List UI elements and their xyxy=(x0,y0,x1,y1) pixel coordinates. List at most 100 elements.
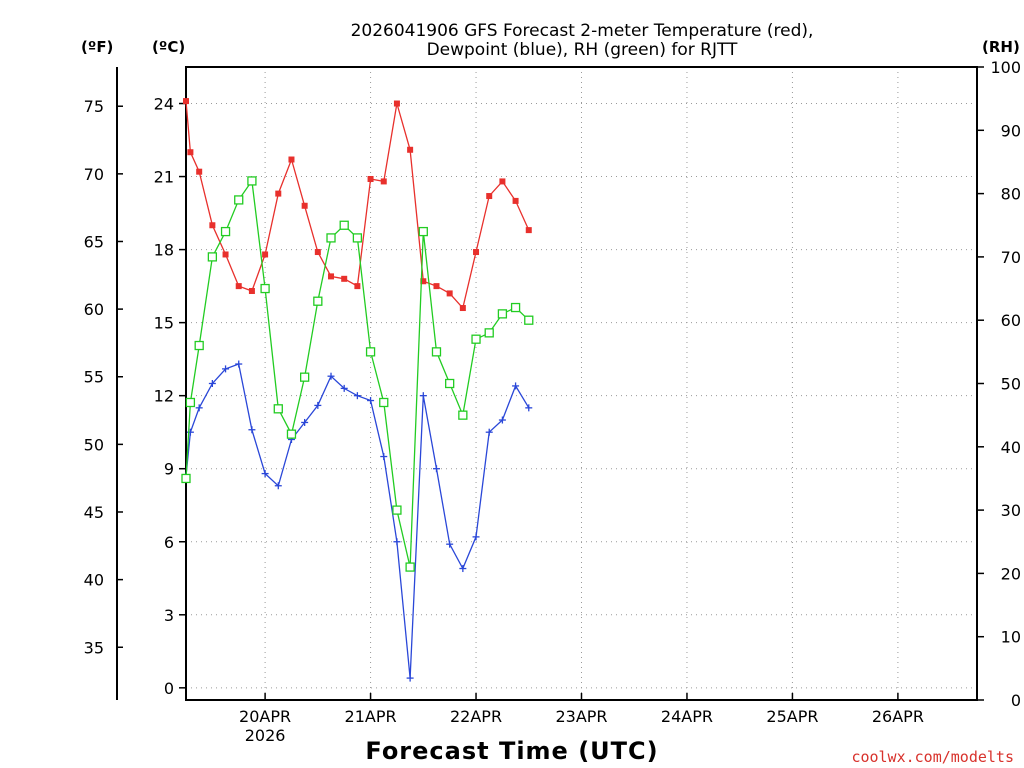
data-point xyxy=(446,290,453,297)
series-line xyxy=(185,363,530,679)
fahrenheit-tick-label: 35 xyxy=(84,638,104,657)
data-point xyxy=(339,220,349,230)
data-point xyxy=(365,347,376,357)
data-point xyxy=(524,315,534,325)
rh-tick-label: 20 xyxy=(1001,564,1021,583)
fahrenheit-tick-label: 60 xyxy=(84,300,104,319)
data-point xyxy=(485,428,493,436)
series-relative-humidity xyxy=(181,176,534,572)
data-point xyxy=(419,392,427,400)
plot-frame xyxy=(185,66,978,701)
data-point xyxy=(473,249,480,256)
data-point xyxy=(367,397,375,405)
celsius-tick-label: 12 xyxy=(154,387,174,406)
data-point xyxy=(367,175,374,182)
data-point xyxy=(185,397,196,408)
celsius-tick-label: 24 xyxy=(154,95,174,114)
chart-title-line-2: Dewpoint (blue), RH (green) for RJTT xyxy=(427,40,738,60)
source-credit: coolwx.com/modelts xyxy=(851,748,1014,766)
data-point xyxy=(181,473,191,484)
series-line xyxy=(185,101,530,310)
fahrenheit-tick-label: 70 xyxy=(84,165,104,184)
data-point xyxy=(379,397,389,408)
rh-tick-label: 70 xyxy=(1001,248,1021,267)
data-point xyxy=(275,190,282,197)
celsius-axis-unit: (ºC) xyxy=(152,38,185,56)
x-tick-label: 22APR xyxy=(450,707,502,726)
fahrenheit-tick-label: 55 xyxy=(84,368,104,387)
series-layer xyxy=(181,98,534,682)
data-point xyxy=(510,302,521,313)
series-temperature xyxy=(183,98,532,312)
data-point xyxy=(326,233,336,243)
data-point xyxy=(405,562,415,572)
x-axis-title: Forecast Time (UTC) xyxy=(365,737,658,765)
fahrenheit-tick-label: 40 xyxy=(84,571,104,590)
data-point xyxy=(301,418,309,426)
data-point xyxy=(432,465,440,473)
celsius-tick-label: 3 xyxy=(164,606,174,625)
data-point xyxy=(234,195,244,205)
data-point xyxy=(484,328,494,338)
celsius-tick-label: 0 xyxy=(164,679,174,698)
data-point xyxy=(471,334,481,344)
data-point xyxy=(286,429,297,439)
data-point xyxy=(512,382,520,390)
series-line xyxy=(185,179,530,568)
rh-tick-label: 30 xyxy=(1001,501,1021,520)
x-tick-sublabel: 2026 xyxy=(245,726,286,745)
data-point xyxy=(418,226,428,237)
fahrenheit-axis-unit: (ºF) xyxy=(81,38,113,56)
data-point xyxy=(446,540,454,548)
data-point xyxy=(248,426,256,434)
data-point xyxy=(288,156,295,163)
rh-axis-unit: (RH) xyxy=(982,38,1020,56)
data-point xyxy=(392,505,402,515)
fahrenheit-tick-label: 45 xyxy=(84,503,104,522)
data-point xyxy=(301,202,308,209)
rh-tick-label: 50 xyxy=(1001,375,1021,394)
data-point xyxy=(209,222,216,229)
data-point xyxy=(235,283,242,290)
data-point xyxy=(299,372,310,382)
rh-tick-label: 100 xyxy=(990,58,1021,77)
celsius-tick-label: 6 xyxy=(164,533,174,552)
data-point xyxy=(207,252,218,262)
data-point xyxy=(183,98,189,105)
rh-tick-label: 80 xyxy=(1001,185,1021,204)
data-point xyxy=(354,283,361,290)
x-tick-label: 21APR xyxy=(345,707,397,726)
data-point xyxy=(512,197,519,204)
data-point xyxy=(187,149,194,156)
celsius-tick-label: 21 xyxy=(154,168,174,187)
x-tick-label: 23APR xyxy=(555,707,607,726)
data-point xyxy=(445,378,455,389)
data-point xyxy=(194,340,204,351)
data-point xyxy=(393,100,400,107)
chart-title-line-1: 2026041906 GFS Forecast 2-meter Temperat… xyxy=(351,21,814,41)
data-point xyxy=(458,410,468,420)
data-point xyxy=(208,380,216,387)
data-point xyxy=(433,283,440,290)
data-point xyxy=(222,251,229,258)
x-tick-label: 20APR xyxy=(239,707,291,726)
data-point xyxy=(195,404,203,412)
celsius-tick-label: 18 xyxy=(154,241,174,260)
data-point xyxy=(235,360,243,368)
data-point xyxy=(459,565,467,573)
rh-tick-label: 10 xyxy=(1001,628,1021,647)
data-point xyxy=(262,251,269,258)
data-point xyxy=(380,453,388,461)
data-point xyxy=(274,482,282,490)
data-point xyxy=(261,470,269,478)
data-point xyxy=(525,227,532,234)
data-point xyxy=(248,287,255,294)
data-point xyxy=(472,533,480,541)
data-point xyxy=(314,401,322,409)
x-tick-label: 26APR xyxy=(872,707,924,726)
data-point xyxy=(220,226,231,237)
rh-tick-label: 0 xyxy=(1011,691,1021,710)
data-point xyxy=(247,176,257,186)
